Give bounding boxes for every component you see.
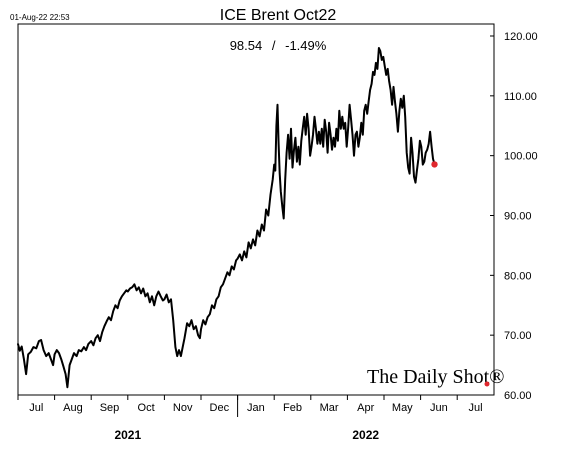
y-tick-label: 110.00 [504, 91, 537, 103]
watermark-logo: The Daily Shot® [367, 366, 504, 388]
y-tick-label: 60.00 [504, 390, 532, 402]
x-tick-label: Jan [247, 402, 265, 414]
x-tick-label: May [392, 402, 413, 414]
x-tick-label: Oct [138, 402, 155, 414]
year-labels: 2021 2022 [114, 395, 379, 442]
x-tick-label: Jul [468, 402, 482, 414]
x-tick-label: Aug [63, 402, 83, 414]
price-separator: / [272, 38, 276, 53]
last-price-marker [431, 161, 438, 168]
x-tick-label: Feb [283, 402, 302, 414]
y-axis: 120.00 110.00 100.00 90.00 80.00 70.00 60.00 [490, 31, 538, 402]
x-axis: Jul Aug Sep Oct Nov Dec Jan Feb Mar Apr May Jun Jul [17, 395, 483, 414]
y-tick-label: 80.00 [504, 270, 532, 282]
price-line [17, 47, 436, 389]
y-tick-label: 90.00 [504, 211, 532, 223]
chart-title: ICE Brent Oct22 [220, 7, 337, 24]
price-value: 98.54 [230, 38, 263, 53]
year-label: 2021 [114, 428, 141, 442]
x-tick-label: Jun [430, 402, 448, 414]
x-tick-label: Sep [100, 402, 120, 414]
x-tick-label: Nov [173, 402, 193, 414]
timestamp-label: 01-Aug-22 22:53 [10, 13, 70, 22]
x-tick-label: Mar [320, 402, 339, 414]
change-value: -1.49% [285, 38, 327, 53]
watermark-text: The Daily Shot® [367, 366, 504, 388]
x-tick-label: Dec [210, 402, 230, 414]
y-tick-label: 100.00 [504, 151, 538, 163]
x-tick-label: Jul [29, 402, 43, 414]
y-tick-label: 70.00 [504, 330, 532, 342]
plot-frame [17, 23, 495, 396]
price-change-readout: 98.54 / -1.49% [230, 38, 327, 53]
watermark-dot [484, 381, 490, 387]
year-label: 2022 [352, 428, 379, 442]
x-tick-label: Apr [357, 402, 374, 414]
y-tick-label: 120.00 [504, 31, 538, 43]
